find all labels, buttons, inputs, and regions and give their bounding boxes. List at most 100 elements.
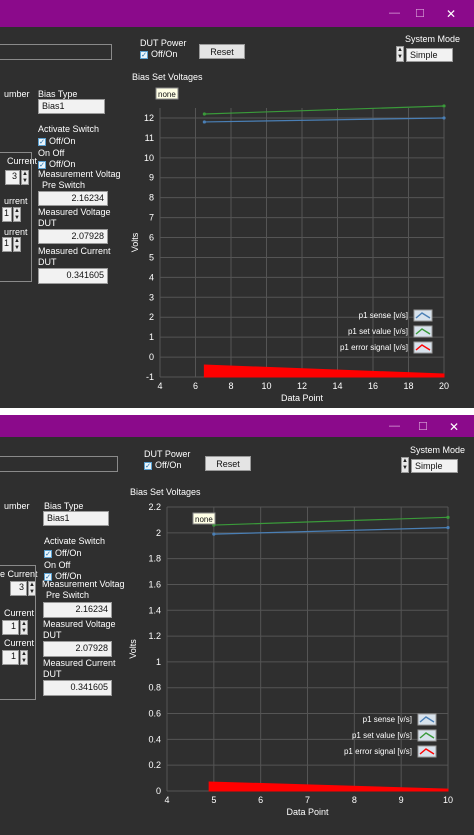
top-text-field[interactable] <box>0 456 118 472</box>
y-tick-label: 4 <box>149 272 154 282</box>
chevron-up-icon[interactable]: ▲ <box>14 208 20 214</box>
on-off-toggle[interactable]: ✓ Off/On <box>44 571 81 581</box>
chevron-down-icon[interactable]: ▼ <box>22 177 28 184</box>
current-stepper-2[interactable]: ▲ ▼ <box>13 207 21 222</box>
y-tick-label: 2 <box>156 528 161 538</box>
x-tick-label: 14 <box>332 381 342 391</box>
minimize-icon[interactable]: — <box>389 420 400 432</box>
on-off-toggle[interactable]: ✓ Off/On <box>38 159 75 169</box>
current-stepper-2-value[interactable]: 1 <box>2 620 19 635</box>
meas-voltage-pre-label: Measurement Voltag <box>42 579 125 589</box>
close-icon[interactable]: ✕ <box>446 7 457 21</box>
y-tick-label: 0.4 <box>148 734 161 744</box>
title-bar: — ☐ ✕ <box>0 0 474 27</box>
meas-voltage-dut-label: Measured Voltage <box>43 619 116 629</box>
y-axis-label: Volts <box>130 232 140 252</box>
chevron-down-icon[interactable]: ▼ <box>21 627 27 634</box>
legend-label: p1 set value [v/s] <box>352 731 412 740</box>
tooltip-text: none <box>195 515 213 524</box>
minimize-icon[interactable]: — <box>389 7 400 19</box>
chevron-up-icon[interactable]: ▲ <box>22 171 28 177</box>
x-tick-label: 9 <box>399 795 404 805</box>
current-label-1: e Current <box>0 569 38 579</box>
chevron-up-icon[interactable]: ▲ <box>397 47 403 53</box>
data-point <box>446 526 450 530</box>
current-stepper-2[interactable]: ▲ ▼ <box>20 620 28 635</box>
current-stepper-2-value[interactable]: 1 <box>2 207 12 222</box>
dut-power-toggle-label: Off/On <box>155 460 182 470</box>
on-off-toggle-label: Off/On <box>49 159 76 169</box>
dut-power-toggle[interactable]: ✓ Off/On <box>144 460 181 470</box>
dut-power-toggle[interactable]: ✓ Off/On <box>140 49 177 59</box>
activate-switch-toggle[interactable]: ✓ Off/On <box>44 548 81 558</box>
current-stepper-3[interactable]: ▲ ▼ <box>13 237 21 252</box>
legend-label: p1 error signal [v/s] <box>344 747 412 756</box>
current-stepper-1-value[interactable]: 3 <box>10 581 27 596</box>
pre-switch-value: 2.16234 <box>38 191 108 206</box>
system-mode-value[interactable]: Simple <box>406 48 453 62</box>
current-stepper-3-value[interactable]: 1 <box>2 237 12 252</box>
series-line-sense <box>204 117 445 123</box>
legend-swatch <box>413 309 433 322</box>
x-tick-label: 8 <box>228 381 233 391</box>
data-point <box>442 104 446 108</box>
app-window-1: — ☐ ✕ DUT Power ✓ Off/On Reset System Mod… <box>0 0 474 408</box>
chevron-up-icon[interactable]: ▲ <box>14 238 20 244</box>
legend-series-icon <box>419 716 435 723</box>
y-tick-label: 0.8 <box>148 683 161 693</box>
close-icon[interactable]: ✕ <box>449 420 460 434</box>
reset-button[interactable]: Reset <box>205 456 251 471</box>
on-off-label: On Off <box>44 560 71 570</box>
system-mode-stepper[interactable]: ▲ ▼ <box>401 457 409 473</box>
reset-button[interactable]: Reset <box>199 44 245 59</box>
system-mode-stepper[interactable]: ▲ ▼ <box>396 46 404 62</box>
maximize-icon[interactable]: ☐ <box>415 8 425 20</box>
bias-type-label: Bias Type <box>38 89 78 99</box>
bias-type-field[interactable]: Bias1 <box>43 511 109 526</box>
activate-switch-label: Activate Switch <box>38 124 100 134</box>
legend-label: p1 error signal [v/s] <box>340 343 408 352</box>
activate-switch-toggle[interactable]: ✓ Off/On <box>38 136 75 146</box>
checkbox-icon: ✓ <box>140 50 148 59</box>
current-stepper-1-value[interactable]: 3 <box>5 170 20 185</box>
y-tick-label: 3 <box>149 292 154 302</box>
x-tick-label: 18 <box>403 381 413 391</box>
top-text-field[interactable] <box>0 44 112 60</box>
current-label-2: Current <box>4 608 35 618</box>
system-mode-title: System Mode <box>410 445 466 455</box>
y-tick-label: 1.8 <box>148 554 161 564</box>
chevron-up-icon[interactable]: ▲ <box>21 651 27 657</box>
chevron-up-icon[interactable]: ▲ <box>402 458 408 464</box>
chevron-down-icon[interactable]: ▼ <box>29 588 35 595</box>
chevron-up-icon[interactable]: ▲ <box>29 582 35 588</box>
y-tick-label: 2 <box>149 312 154 322</box>
data-point <box>442 116 446 120</box>
system-mode-title: System Mode <box>405 34 461 44</box>
chevron-down-icon[interactable]: ▼ <box>402 465 408 471</box>
series-line-set-value <box>204 105 445 115</box>
y-axis-label: Volts <box>128 639 138 659</box>
system-mode-value[interactable]: Simple <box>411 459 458 473</box>
legend-label: p1 sense [v/s] <box>363 715 412 724</box>
dut-label-2: DUT <box>38 257 57 267</box>
tooltip-box <box>192 512 216 525</box>
dut-voltage-value: 2.07928 <box>43 641 112 657</box>
bias-type-field[interactable]: Bias1 <box>38 99 105 114</box>
current-stepper-3-value[interactable]: 1 <box>2 650 19 665</box>
series-error-area <box>208 781 449 792</box>
title-bar: — ☐ ✕ <box>0 415 474 437</box>
x-tick-label: 10 <box>261 381 271 391</box>
chevron-down-icon[interactable]: ▼ <box>14 214 20 221</box>
data-point <box>202 120 206 124</box>
current-stepper-1[interactable]: ▲ ▼ <box>21 170 29 185</box>
maximize-icon[interactable]: ☐ <box>418 421 428 433</box>
chevron-down-icon[interactable]: ▼ <box>397 54 403 60</box>
legend-series-icon <box>419 748 435 755</box>
y-tick-label: 1.2 <box>148 631 161 641</box>
chevron-up-icon[interactable]: ▲ <box>21 621 27 627</box>
chevron-down-icon[interactable]: ▼ <box>21 657 27 664</box>
chevron-down-icon[interactable]: ▼ <box>14 244 20 251</box>
activate-switch-toggle-label: Off/On <box>49 136 76 146</box>
current-stepper-3[interactable]: ▲ ▼ <box>20 650 28 665</box>
